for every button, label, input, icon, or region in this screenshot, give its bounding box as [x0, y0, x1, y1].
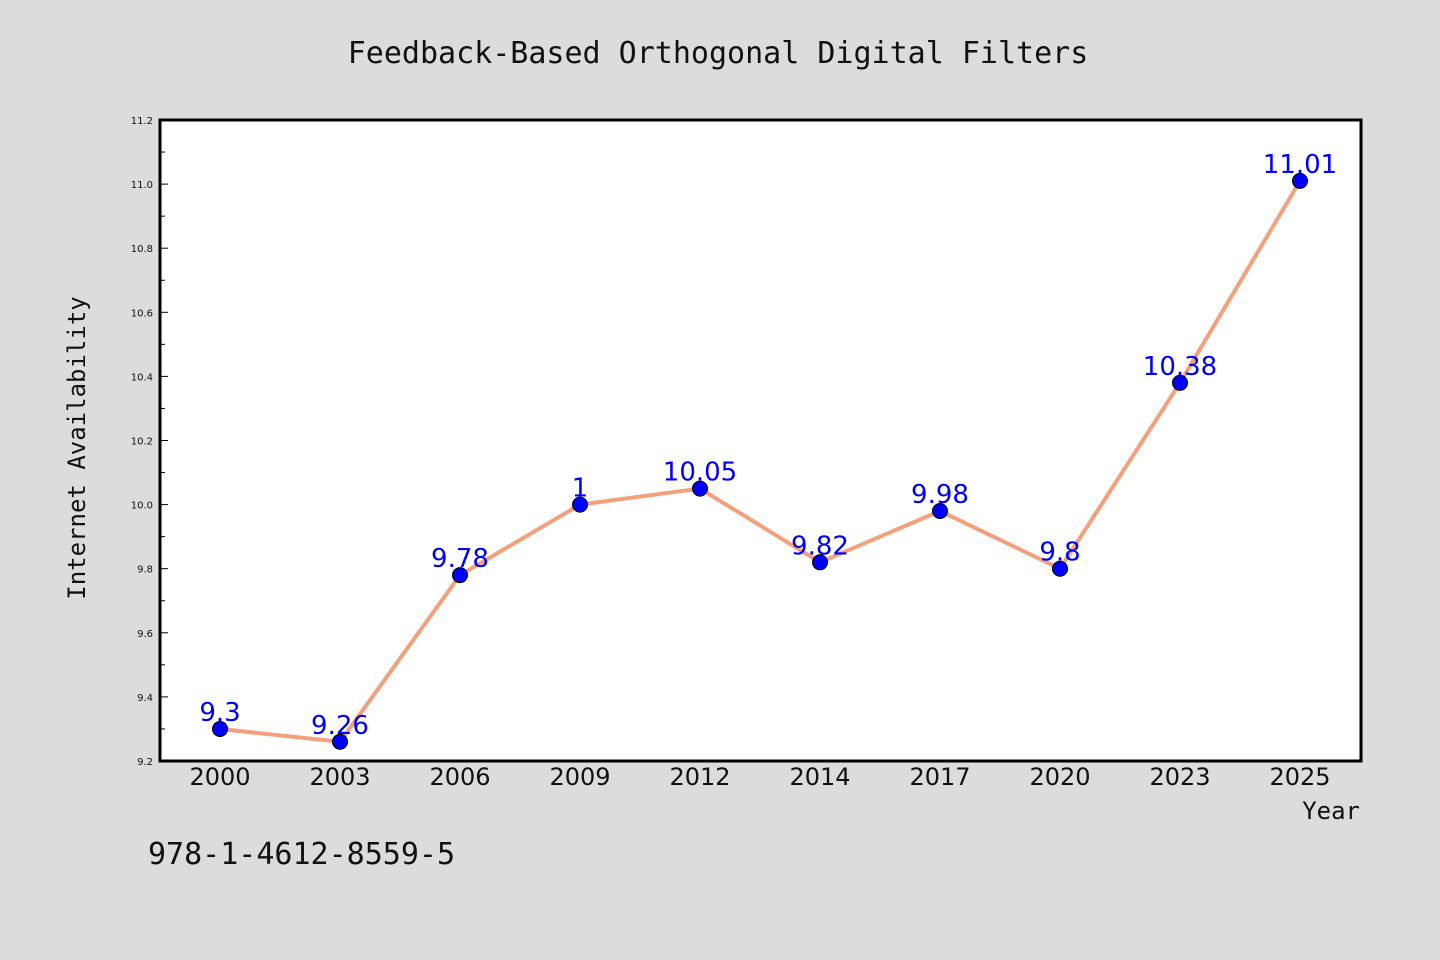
x-tick-label: 2009 — [549, 763, 610, 791]
data-label: 1 — [572, 474, 589, 504]
chart-title: Feedback-Based Orthogonal Digital Filter… — [348, 36, 1089, 71]
data-point — [452, 567, 468, 584]
x-axis: 2000 2003 2006 2009 2012 2014 2017 2020 2023 2025 — [189, 763, 1330, 791]
x-tick-label: 2025 — [1269, 763, 1330, 791]
data-labels: 9.3 9.26 9.78 1 10.05 9.82 9.98 9.8 10.38 11.01 — [199, 150, 1337, 741]
y-tick-label: 10.8 — [131, 244, 153, 255]
y-axis: 9.2 9.4 9.6 9.8 10.0 10.2 10.4 10.6 10.8 11.0 11.2 — [131, 116, 168, 768]
y-tick-label: 9.6 — [137, 629, 153, 640]
y-tick-label: 9.8 — [137, 565, 153, 576]
x-tick-label: 2020 — [1029, 763, 1090, 791]
data-point — [572, 496, 588, 513]
data-markers — [212, 172, 1308, 750]
y-tick-label: 10.2 — [131, 437, 153, 448]
x-tick-label: 2003 — [309, 763, 370, 791]
y-tick-label: 9.2 — [137, 757, 153, 768]
data-point — [332, 733, 348, 750]
y-tick-label: 11.2 — [131, 116, 153, 127]
series-line — [219, 179, 1302, 744]
data-label: 9.3 — [199, 698, 240, 728]
y-axis-label: Internet Availability — [63, 296, 91, 599]
y-tick-label: 9.4 — [137, 693, 153, 704]
data-point — [212, 720, 228, 737]
y-tick-label: 11.0 — [131, 180, 153, 191]
data-label: 9.98 — [911, 480, 969, 510]
plot-area — [158, 118, 1363, 763]
data-label: 9.82 — [791, 531, 849, 561]
data-point — [1052, 560, 1068, 577]
data-label: 11.01 — [1263, 150, 1337, 180]
y-tick-label: 10.4 — [131, 372, 153, 383]
data-label: 10.05 — [663, 458, 737, 488]
x-tick-label: 2014 — [789, 763, 850, 791]
x-tick-label: 2012 — [669, 763, 730, 791]
x-tick-label: 2000 — [189, 763, 250, 791]
y-tick-label: 10.0 — [131, 501, 153, 512]
data-label: 9.8 — [1039, 538, 1080, 568]
data-point — [1172, 374, 1188, 391]
data-label: 9.78 — [431, 544, 489, 574]
data-point — [1292, 172, 1308, 189]
x-tick-label: 2023 — [1149, 763, 1210, 791]
data-point — [812, 554, 828, 571]
y-tick-label: 10.6 — [131, 308, 153, 319]
x-tick-label: 2017 — [909, 763, 970, 791]
x-axis-label: Year — [1302, 797, 1360, 825]
data-point — [692, 480, 708, 497]
data-label: 9.26 — [311, 711, 369, 741]
x-tick-label: 2006 — [429, 763, 490, 791]
isbn-text: 978-1-4612-8559-5 — [148, 837, 455, 872]
data-point — [932, 503, 948, 520]
data-label: 10.38 — [1143, 352, 1217, 382]
